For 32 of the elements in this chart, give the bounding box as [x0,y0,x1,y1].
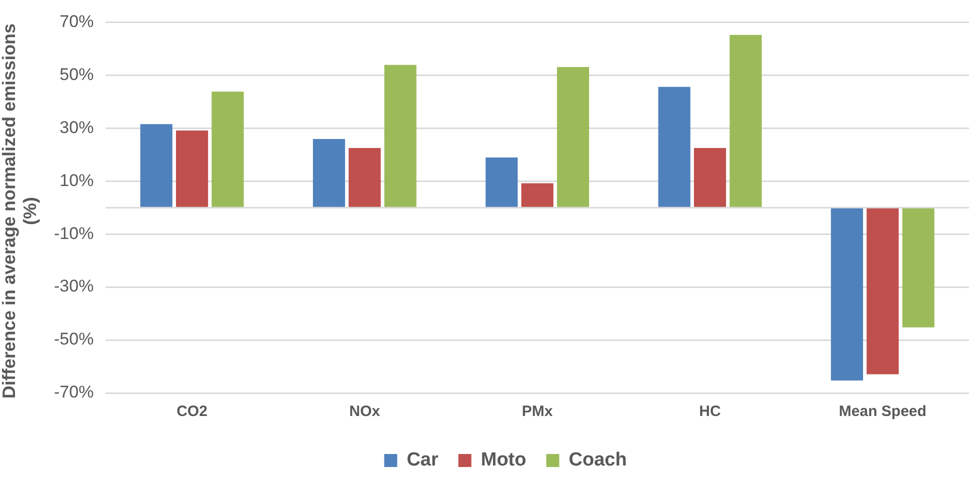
y-tick-label: -50% [54,330,94,349]
bar [140,124,172,207]
bar [486,158,518,207]
legend-label: Coach [568,450,627,471]
x-tick-label: PMx [522,403,554,420]
bar [348,148,381,207]
bar [521,183,554,207]
y-tick-label: 70% [60,12,94,31]
y-tick-label: -10% [54,224,94,243]
y-tick-label: -70% [54,382,94,402]
y-tick-label: 50% [60,64,94,84]
x-tick-label: HC [699,403,721,420]
y-tick-label: 10% [60,170,94,190]
y-axis-title: Difference in average normalized emissions (%) [0,22,41,401]
bar [730,34,762,207]
bar [658,86,690,207]
bar [830,208,864,381]
bar [902,208,934,328]
bar [176,130,208,207]
x-tick-label: NOx [349,403,381,420]
bar [866,208,899,374]
y-tick-label: -30% [54,276,94,296]
x-tick-label: Mean Speed [838,403,926,420]
y-tick-label: 30% [60,118,94,137]
legend-label: Moto [480,450,526,471]
bar [212,92,244,207]
legend-label: Car [406,450,439,471]
bar [694,148,726,207]
bar [384,64,416,207]
bar [312,139,346,207]
bar [556,66,590,207]
x-tick-label: CO2 [176,403,208,420]
